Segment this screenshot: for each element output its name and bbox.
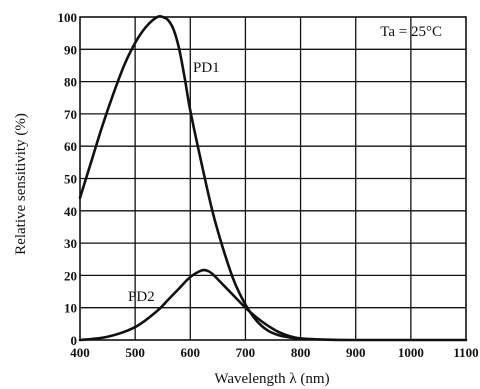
plot-frame (79, 16, 467, 341)
x-tick-label-1100: 1100 (453, 345, 478, 360)
series-line-pd2 (78, 268, 468, 342)
x-tick-label-900: 900 (346, 345, 366, 360)
y-tick-label-60: 60 (64, 139, 77, 154)
series-label-pd1: PD1 (193, 60, 220, 76)
grid-lines (80, 17, 466, 340)
y-tick-label-40: 40 (64, 204, 77, 219)
x-tick-labels: 400 500 600 700 800 900 1000 1100 (70, 345, 478, 360)
y-tick-label-20: 20 (64, 268, 77, 283)
x-tick-label-1000: 1000 (398, 345, 424, 360)
y-tick-label-10: 10 (64, 301, 77, 316)
x-tick-label-700: 700 (236, 345, 256, 360)
y-axis-title: Relative sensitivity (%) (13, 113, 29, 255)
x-tick-label-400: 400 (70, 345, 90, 360)
x-tick-label-500: 500 (125, 345, 145, 360)
y-tick-label-90: 90 (64, 42, 77, 57)
series-label-pd2: PD2 (128, 289, 155, 305)
x-axis-title: Wavelength λ (nm) (214, 371, 329, 387)
y-tick-label-30: 30 (64, 236, 77, 251)
series-line-pd1 (78, 14, 302, 341)
series-lines (78, 14, 468, 342)
y-tick-label-50: 50 (64, 172, 77, 187)
y-tick-label-100: 100 (58, 10, 78, 25)
x-tick-label-800: 800 (291, 345, 311, 360)
y-tick-label-0: 0 (71, 333, 78, 348)
y-tick-label-70: 70 (64, 107, 77, 122)
y-tick-labels: 0 10 20 30 40 50 60 70 80 90 100 (58, 10, 78, 348)
y-tick-label-80: 80 (64, 75, 77, 90)
temperature-annotation: Ta = 25°C (380, 24, 442, 40)
x-tick-label-600: 600 (181, 345, 201, 360)
